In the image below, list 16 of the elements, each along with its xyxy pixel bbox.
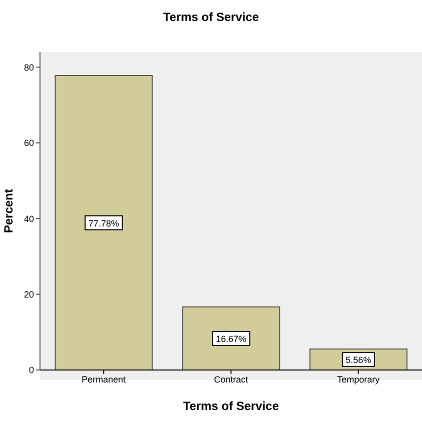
y-tick-label: 80 — [24, 62, 34, 72]
data-label: 5.56% — [346, 354, 372, 365]
y-axis-title: Percent — [1, 188, 16, 234]
y-tick-label: 0 — [28, 365, 34, 376]
x-tick-label: Permanent — [82, 374, 126, 384]
bar — [182, 306, 280, 370]
bar — [54, 75, 153, 370]
y-tick-label: 60 — [24, 138, 34, 148]
data-label: 16.67% — [216, 334, 246, 344]
x-tick-label: Contract — [214, 374, 249, 384]
x-axis-title: Terms of Service — [183, 399, 280, 413]
y-tick-label: 20 — [24, 289, 34, 300]
data-label: 77.78% — [88, 218, 120, 228]
x-tick-label: Temporary — [337, 374, 380, 384]
chart-title: Terms of Service — [162, 10, 260, 26]
y-tick-label: 40 — [24, 214, 34, 224]
